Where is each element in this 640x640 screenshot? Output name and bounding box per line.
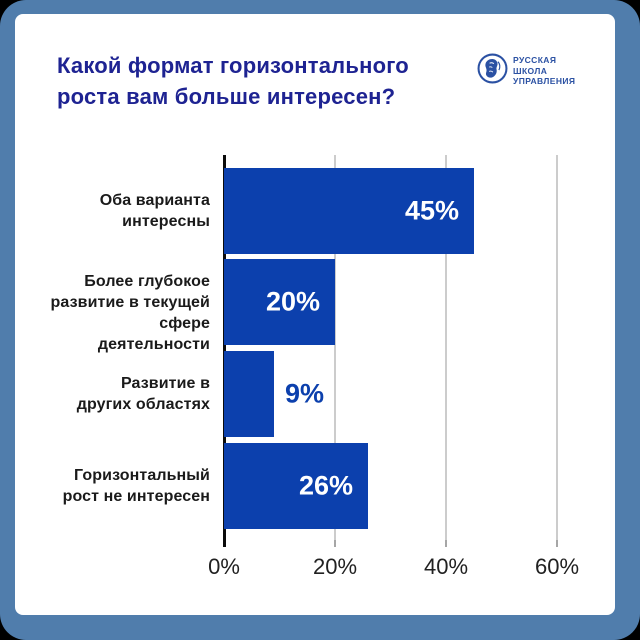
x-axis-tick-label: 0% xyxy=(208,554,240,579)
bar: 45% xyxy=(224,168,474,254)
logo-text: РУССКАЯ ШКОЛА УПРАВЛЕНИЯ xyxy=(513,55,575,87)
axis-tick xyxy=(334,540,336,547)
bar-value-label: 9% xyxy=(285,378,325,409)
company-logo: РУССКАЯ ШКОЛА УПРАВЛЕНИЯ xyxy=(477,53,575,87)
bar-value-label: 26% xyxy=(298,470,353,501)
axis-tick xyxy=(445,540,447,547)
chart-card: Какой формат горизонтального роста вам б… xyxy=(15,14,615,615)
bar: 26% xyxy=(224,443,368,529)
category-label-line: интересны xyxy=(122,213,210,230)
gridline xyxy=(556,155,558,540)
category-label-line: рост не интересен xyxy=(62,488,210,505)
bar: 9% xyxy=(224,351,324,437)
axis-tick xyxy=(556,540,558,547)
category-label-line: других областях xyxy=(76,396,210,413)
bar-value-label: 20% xyxy=(265,286,320,317)
x-axis-tick-label: 20% xyxy=(312,554,358,579)
category-label-line: развитие в текущей xyxy=(50,293,210,311)
category-label: Горизонтальный рост не интересен xyxy=(45,465,210,507)
category-label-line: сфере деятельности xyxy=(97,314,210,353)
gridline xyxy=(445,155,447,540)
logo-face-icon xyxy=(477,53,508,84)
page-title-line-2: роста вам больше интересен? xyxy=(57,84,396,109)
category-label-line: Оба варианта xyxy=(99,192,210,209)
category-label-line: Горизонтальный xyxy=(74,467,210,484)
category-label: Оба варианта интересны xyxy=(45,190,210,232)
category-label-line: Развитие в xyxy=(120,375,210,392)
category-label: Более глубокое развитие в текущей сфере де… xyxy=(45,271,210,355)
logo-text-line-3: УПРАВЛЕНИЯ xyxy=(513,76,576,86)
x-axis-tick-label: 40% xyxy=(423,554,469,579)
page-title-line-1: Какой формат горизонтального xyxy=(57,53,409,78)
logo-text-line-1: РУССКАЯ xyxy=(513,55,557,65)
category-label-line: Более глубокое xyxy=(84,272,210,290)
bar: 20% xyxy=(224,259,335,345)
page-title: Какой формат горизонтального роста вам б… xyxy=(57,50,409,112)
category-label: Развитие в других областях xyxy=(45,373,210,415)
bar-value-label: 45% xyxy=(404,195,459,226)
bar-chart: 45% 20% 9% 26% 0% 20% 40% 60% xyxy=(208,155,605,579)
gridline xyxy=(334,155,336,540)
logo-text-line-2: ШКОЛА xyxy=(513,65,548,76)
x-axis-tick-label: 60% xyxy=(534,554,580,579)
